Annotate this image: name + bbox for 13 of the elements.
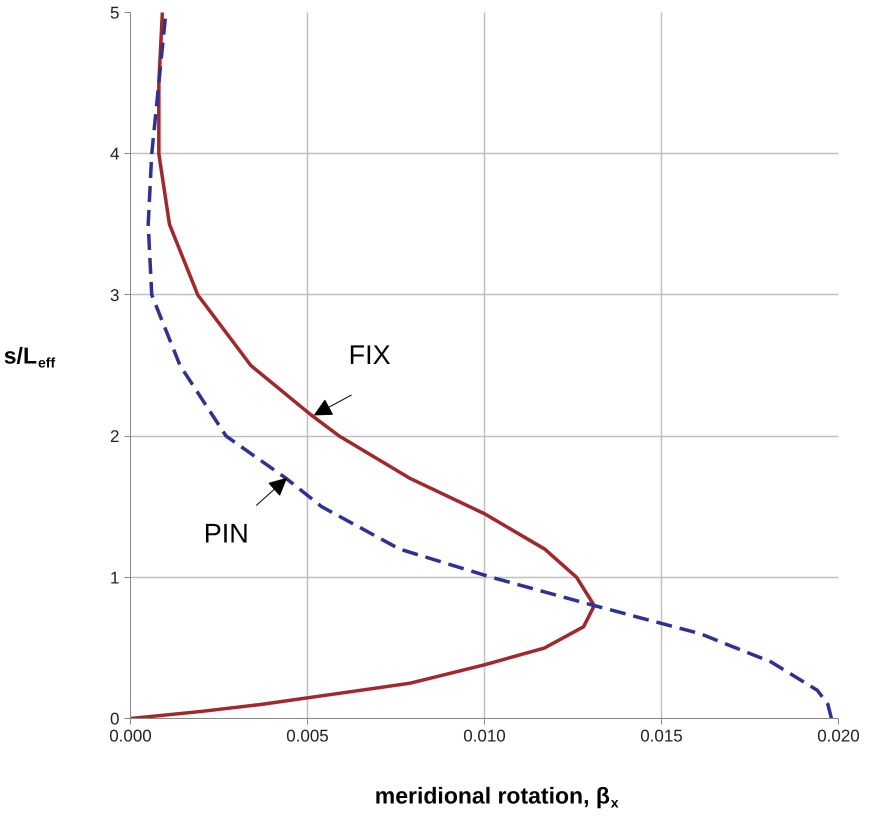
- y-tick-label: 5: [110, 4, 120, 22]
- y-tick-label: 3: [110, 286, 120, 305]
- x-tick-label: 0.020: [817, 726, 860, 746]
- y-tick-label: 2: [110, 427, 120, 446]
- y-tick-label: 1: [110, 568, 120, 588]
- annotation: FIX: [348, 340, 391, 370]
- x-tick-label: 0.000: [109, 726, 152, 746]
- x-tick-label: 0.005: [286, 726, 329, 746]
- x-tick-label: 0.015: [640, 726, 683, 746]
- y-tick-label: 4: [110, 144, 120, 164]
- x-tick-label: 0.010: [463, 726, 506, 746]
- y-tick-label: 0: [110, 710, 120, 728]
- annotation: PIN: [204, 518, 249, 548]
